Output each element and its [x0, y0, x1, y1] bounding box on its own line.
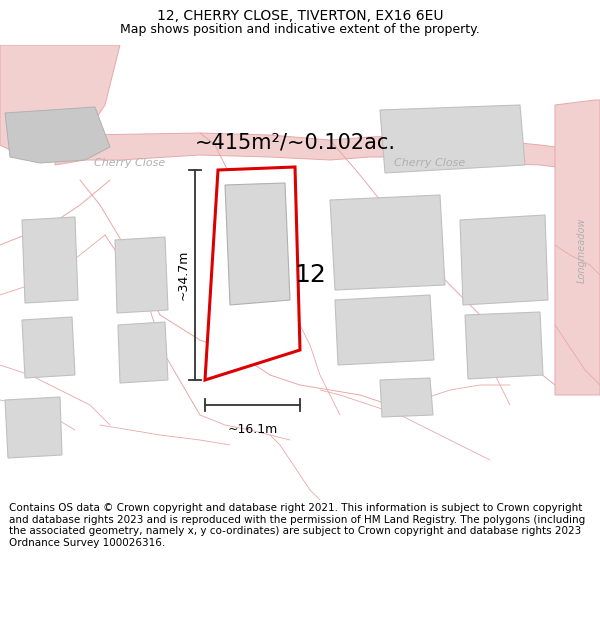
Polygon shape — [118, 322, 168, 383]
Text: Longmeadow: Longmeadow — [577, 217, 587, 282]
Polygon shape — [22, 217, 78, 303]
Text: Contains OS data © Crown copyright and database right 2021. This information is : Contains OS data © Crown copyright and d… — [9, 503, 585, 548]
Polygon shape — [330, 195, 445, 290]
Polygon shape — [205, 167, 300, 380]
Polygon shape — [55, 133, 600, 170]
Polygon shape — [465, 312, 543, 379]
Text: ~34.7m: ~34.7m — [176, 250, 190, 300]
Polygon shape — [380, 105, 525, 173]
Polygon shape — [22, 317, 75, 378]
Text: 12, CHERRY CLOSE, TIVERTON, EX16 6EU: 12, CHERRY CLOSE, TIVERTON, EX16 6EU — [157, 9, 443, 23]
Text: Cherry Close: Cherry Close — [394, 158, 466, 168]
Text: 12: 12 — [294, 263, 326, 287]
Polygon shape — [0, 45, 120, 160]
Polygon shape — [380, 378, 433, 417]
Polygon shape — [460, 215, 548, 305]
Polygon shape — [5, 397, 62, 458]
Polygon shape — [555, 100, 600, 395]
Text: Map shows position and indicative extent of the property.: Map shows position and indicative extent… — [120, 23, 480, 36]
Text: Cherry Close: Cherry Close — [94, 158, 166, 168]
Polygon shape — [115, 237, 168, 313]
Text: ~16.1m: ~16.1m — [227, 423, 278, 436]
Text: ~415m²/~0.102ac.: ~415m²/~0.102ac. — [195, 133, 396, 153]
Polygon shape — [225, 183, 290, 305]
Polygon shape — [335, 295, 434, 365]
Polygon shape — [5, 107, 110, 163]
